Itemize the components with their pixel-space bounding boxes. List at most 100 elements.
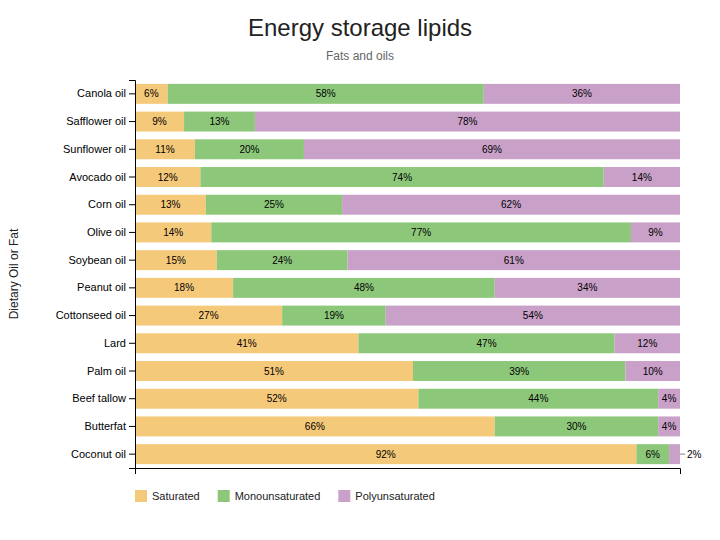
data-label: 4% — [662, 421, 677, 432]
y-tick-label: Beef tallow — [72, 392, 126, 404]
data-label: 51% — [264, 366, 284, 377]
data-label: 78% — [457, 116, 477, 127]
data-label: 39% — [509, 366, 529, 377]
bar — [631, 222, 680, 242]
bar — [168, 84, 484, 104]
bar — [233, 278, 495, 298]
data-label: 10% — [643, 366, 663, 377]
data-label: 74% — [392, 172, 412, 183]
y-tick: Soybean oil — [69, 254, 136, 266]
y-tick: Peanut oil — [77, 281, 135, 293]
y-tick: Olive oil — [87, 226, 135, 238]
legend-label: Polyunsaturated — [355, 490, 435, 502]
bar — [135, 222, 211, 242]
data-label: 11% — [155, 144, 174, 155]
y-tick-label: Avocado oil — [69, 171, 126, 183]
bar — [135, 361, 413, 381]
y-tick-label: Peanut oil — [77, 281, 126, 293]
y-tick-mark — [129, 426, 135, 427]
data-label: 58% — [316, 88, 336, 99]
data-label: 47% — [477, 338, 497, 349]
data-label: 6% — [144, 88, 159, 99]
data-label: 61% — [504, 255, 524, 266]
bar — [135, 84, 168, 104]
bar — [626, 361, 681, 381]
y-tick: Safflower oil — [66, 115, 135, 127]
bar — [135, 306, 282, 326]
y-tick-mark — [129, 204, 135, 205]
data-label: 66% — [305, 421, 325, 432]
data-label: 48% — [354, 282, 374, 293]
legend-swatch — [135, 490, 147, 502]
y-tick-mark — [129, 260, 135, 261]
legend: Saturated Monounsaturated Polyunsaturated — [135, 490, 435, 502]
subtitle: Fats and oils — [326, 49, 394, 63]
bars — [135, 84, 680, 464]
y-tick-label: Safflower oil — [66, 115, 126, 127]
y-axis-line — [129, 81, 136, 469]
y-tick: Avocado oil — [69, 171, 135, 183]
bar — [255, 112, 680, 132]
data-label: 19% — [324, 310, 344, 321]
x-axis-line — [136, 469, 681, 475]
y-tick-label: Butterfat — [84, 420, 126, 432]
legend-label: Saturated — [152, 490, 200, 502]
x-axis — [136, 469, 681, 475]
chart-container: Energy storage lipids Fats and oils Canola… — [0, 0, 720, 540]
bar — [211, 222, 631, 242]
data-label: 44% — [528, 393, 548, 404]
bar — [669, 444, 680, 464]
y-tick: Beef tallow — [72, 392, 135, 404]
y-tick: Butterfat — [84, 420, 135, 432]
legend-item: Monounsaturated — [218, 490, 321, 502]
series-bars — [255, 84, 680, 464]
bar — [200, 167, 603, 187]
bar — [413, 361, 626, 381]
bar — [615, 333, 680, 353]
data-label: 54% — [523, 310, 543, 321]
title: Energy storage lipids — [248, 14, 472, 41]
y-tick: Palm oil — [87, 365, 135, 377]
bar — [135, 167, 200, 187]
data-label: 34% — [577, 282, 597, 293]
y-tick: Coconut oil — [71, 448, 135, 460]
y-axis-title: Dietary Oil or Fat — [7, 228, 21, 319]
data-label: 36% — [572, 88, 592, 99]
bar — [135, 278, 233, 298]
y-tick-label: Cottonseed oil — [56, 309, 126, 321]
bar — [135, 112, 184, 132]
data-labels: 6%9%11%12%13%14%15%18%27%41%51%52%66%92%… — [144, 88, 701, 459]
bar — [495, 278, 680, 298]
bar — [135, 444, 636, 464]
y-tick-label: Lard — [104, 337, 126, 349]
y-tick-mark — [129, 454, 135, 455]
data-label: 27% — [199, 310, 219, 321]
data-label: 77% — [411, 227, 431, 238]
y-tick-label: Olive oil — [87, 226, 126, 238]
y-tick-mark — [129, 371, 135, 372]
plot-area: Canola oilSafflower oilSunflower oilAvoc… — [56, 81, 702, 475]
y-tick-mark — [129, 121, 135, 122]
bar — [282, 306, 386, 326]
data-label: 4% — [662, 393, 677, 404]
bar — [604, 167, 680, 187]
data-label: 12% — [158, 172, 178, 183]
y-tick-label: Palm oil — [87, 365, 126, 377]
data-label: 14% — [632, 172, 652, 183]
y-tick-mark — [129, 177, 135, 178]
bar — [135, 250, 217, 270]
bar — [658, 416, 680, 436]
y-tick: Lard — [104, 337, 135, 349]
bar — [135, 389, 418, 409]
bar — [304, 139, 680, 159]
y-tick-mark — [129, 93, 135, 94]
data-label: 13% — [209, 116, 229, 127]
y-tick-label: Coconut oil — [71, 448, 126, 460]
y-tick-label: Canola oil — [77, 87, 126, 99]
y-axis: Canola oilSafflower oilSunflower oilAvoc… — [56, 81, 136, 469]
chart-svg: Energy storage lipids Fats and oils Canola… — [0, 0, 720, 540]
y-tick-mark — [129, 149, 135, 150]
data-label: 25% — [264, 199, 284, 210]
bar — [217, 250, 348, 270]
legend-item: Saturated — [135, 490, 200, 502]
